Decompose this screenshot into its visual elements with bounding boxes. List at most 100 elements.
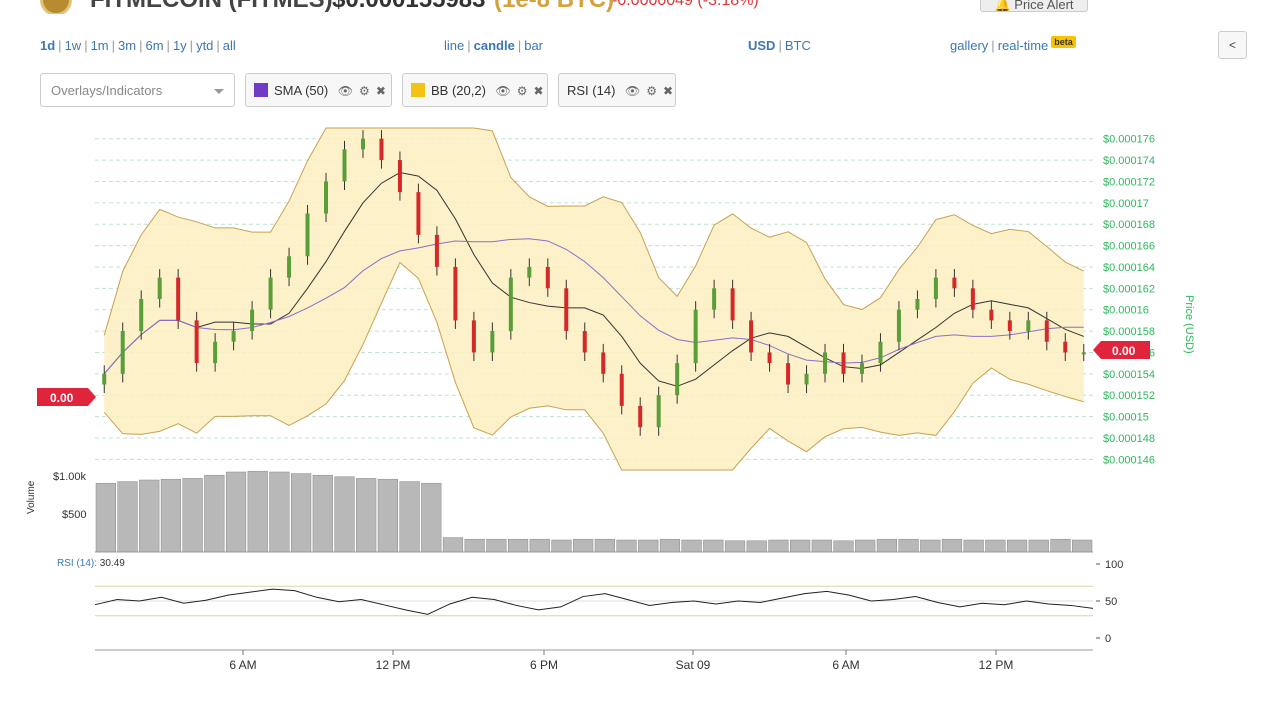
right-price-marker: 0.00	[1093, 341, 1150, 359]
volume-bar	[442, 537, 464, 553]
candle-body	[416, 192, 421, 235]
volume-bar	[746, 540, 767, 553]
volume-bar	[790, 539, 811, 553]
price-tick-label: $0.000148	[1103, 433, 1155, 445]
price-tick-label: $0.000168	[1103, 219, 1155, 231]
candle-body	[989, 309, 994, 321]
sma-line	[103, 238, 1084, 375]
candle-body	[859, 363, 864, 374]
collapse-panel-button[interactable]: <	[1218, 31, 1247, 59]
candle-body	[601, 352, 606, 374]
coin-header: FITMECOIN (FITMES) $0.000155983 (1e-8 BT…	[0, 0, 1280, 14]
volume-bar	[616, 539, 637, 553]
volume-bar	[421, 482, 442, 553]
candle-body	[767, 352, 772, 364]
x-tick-label: 6 PM	[530, 658, 558, 672]
chart-type-bar[interactable]: bar	[524, 38, 544, 53]
price-axis-title: Price (USD)	[1183, 295, 1195, 354]
candle-body	[287, 256, 292, 278]
candle-body	[508, 277, 513, 332]
coin-logo	[40, 0, 72, 14]
volume-bar	[117, 481, 138, 553]
beta-badge: beta	[1051, 36, 1076, 48]
candle-body	[102, 373, 107, 385]
candle-body	[471, 320, 476, 353]
range-1m[interactable]: 1m	[90, 38, 109, 53]
candle-body	[804, 373, 809, 385]
volume-bar	[529, 538, 550, 553]
close-icon[interactable]: ✖	[533, 84, 544, 98]
eye-icon[interactable]: 👁	[337, 84, 354, 98]
chevron-down-icon	[214, 89, 224, 94]
gear-icon[interactable]: ⚙	[359, 84, 370, 98]
candle-body	[656, 395, 661, 428]
indicator-chip-sma: SMA (50) 👁 ⚙ ✖	[245, 73, 392, 107]
indicator-bar: Overlays/Indicators SMA (50) 👁 ⚙ ✖ BB (20,…	[0, 73, 1280, 107]
overlays-indicators-select[interactable]: Overlays/Indicators	[40, 73, 235, 107]
volume-bar	[551, 539, 572, 553]
volume-bar	[811, 539, 832, 553]
candle-body	[194, 320, 199, 364]
rsi-tick-label: 0	[1105, 633, 1111, 645]
price-tick-label: $0.000146	[1103, 454, 1155, 466]
range-1y[interactable]: 1y	[172, 38, 187, 53]
eye-icon[interactable]: 👁	[625, 84, 641, 98]
candle-body	[324, 181, 329, 214]
bollinger-lower-line	[103, 261, 1084, 471]
volume-bar	[985, 539, 1006, 553]
x-tick-label: 6 AM	[832, 658, 859, 672]
marker-shape	[37, 388, 96, 406]
price-tick-label: $0.000166	[1103, 241, 1155, 253]
candle-body	[379, 138, 384, 161]
price-chart[interactable]: $0.000176 $0.000174 $0.000172 $0.00017 $0.00…	[0, 120, 1280, 680]
coin-price: $0.000155983	[332, 0, 486, 14]
candle-body	[841, 352, 846, 374]
bollinger-upper-line	[103, 127, 1084, 336]
currency-btc[interactable]: BTC	[784, 38, 811, 53]
candle-body	[1081, 352, 1086, 355]
volume-bar	[486, 538, 507, 553]
volume-bar	[182, 478, 203, 553]
price-tick-label: $0.00016	[1103, 305, 1149, 317]
volume-bar	[876, 538, 897, 553]
range-6m[interactable]: 6m	[145, 38, 164, 53]
range-ytd[interactable]: ytd	[196, 38, 214, 53]
volume-bar	[638, 539, 659, 553]
volume-bar	[659, 538, 681, 553]
coin-btc-price: (1e-8 BTC)	[494, 0, 614, 14]
eye-icon[interactable]: 👁	[495, 84, 511, 98]
currency-usd[interactable]: USD	[748, 38, 776, 53]
close-icon[interactable]: ✖	[375, 84, 386, 98]
gear-icon[interactable]: ⚙	[516, 84, 528, 98]
gallery-link[interactable]: gallery	[950, 38, 989, 53]
x-tick-label: Sat 09	[676, 658, 711, 672]
x-tick-label: 12 PM	[376, 658, 411, 672]
close-icon[interactable]: ✖	[663, 84, 674, 98]
chart-type-candle[interactable]: candle	[473, 38, 515, 53]
price-alert-button[interactable]: 🔔 Price Alert	[980, 0, 1088, 12]
candle-body	[360, 138, 365, 150]
volume-bar	[312, 474, 333, 553]
volume-bar	[507, 538, 529, 553]
range-1d[interactable]: 1d	[40, 38, 56, 53]
currency-selector: USD | BTC	[748, 38, 811, 53]
chart-type-line[interactable]: line	[444, 38, 465, 53]
candle-body	[305, 213, 310, 257]
candle-body	[970, 288, 975, 310]
volume-bar	[1072, 539, 1093, 553]
gear-icon[interactable]: ⚙	[646, 84, 658, 98]
range-1w[interactable]: 1w	[64, 38, 82, 53]
volume-axis-title: Volume	[26, 480, 37, 514]
range-all[interactable]: all	[222, 38, 236, 53]
coin-name: FITMECOIN (FITMES)	[90, 0, 333, 14]
range-3m[interactable]: 3m	[118, 38, 137, 53]
volume-tick-label: $500	[62, 509, 86, 521]
candle-body	[231, 331, 236, 342]
price-tick-label: $0.000158	[1103, 326, 1155, 338]
volume-bar	[1050, 538, 1071, 553]
rsi-value: 30.49	[100, 558, 125, 569]
candle-body	[157, 277, 162, 299]
realtime-link[interactable]: real-time	[997, 38, 1049, 53]
x-tick-label: 12 PM	[979, 658, 1014, 672]
volume-bar	[855, 539, 876, 553]
